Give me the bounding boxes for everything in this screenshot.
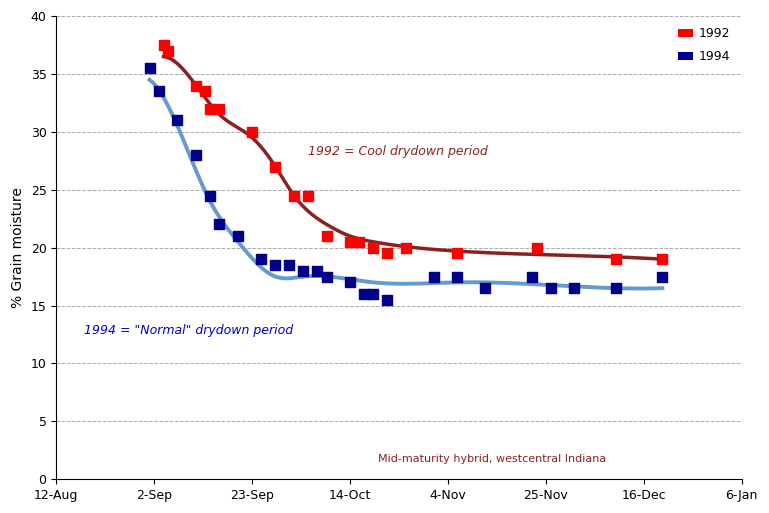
1992	[199, 87, 211, 95]
1992	[381, 249, 394, 258]
1994	[344, 278, 356, 286]
1994	[153, 87, 165, 95]
1994	[526, 272, 538, 281]
1992	[190, 82, 202, 90]
1994	[311, 267, 324, 275]
1994	[321, 272, 333, 281]
1994	[358, 290, 370, 298]
1994	[381, 295, 394, 304]
1992	[451, 249, 464, 258]
1994	[255, 255, 268, 263]
Legend: 1992, 1994: 1992, 1994	[673, 23, 735, 68]
Text: Mid-maturity hybrid, westcentral Indiana: Mid-maturity hybrid, westcentral Indiana	[378, 454, 606, 464]
1994	[367, 290, 379, 298]
1992	[246, 128, 258, 136]
1992	[531, 244, 543, 252]
1994	[204, 191, 216, 200]
1992	[353, 238, 365, 246]
1994	[298, 267, 310, 275]
1994	[269, 261, 281, 269]
1992	[213, 105, 225, 113]
1994	[544, 284, 557, 292]
Text: 1994 = "Normal" drydown period: 1994 = "Normal" drydown period	[85, 324, 293, 338]
1992	[367, 244, 379, 252]
1994	[283, 261, 295, 269]
1994	[213, 221, 225, 229]
1994	[568, 284, 580, 292]
1994	[428, 272, 440, 281]
1992	[162, 47, 175, 55]
1992	[610, 255, 622, 263]
1992	[269, 163, 281, 171]
1992	[321, 232, 333, 240]
1992	[204, 105, 216, 113]
Y-axis label: % Grain moisture: % Grain moisture	[11, 187, 25, 308]
1994	[610, 284, 622, 292]
1994	[171, 116, 184, 125]
1994	[479, 284, 491, 292]
1994	[143, 64, 155, 72]
1994	[656, 272, 668, 281]
1992	[344, 238, 356, 246]
1994	[451, 272, 464, 281]
1992	[302, 191, 315, 200]
1992	[400, 244, 412, 252]
1992	[288, 191, 300, 200]
1994	[190, 151, 202, 159]
1994	[232, 232, 245, 240]
1992	[656, 255, 668, 263]
Text: 1992 = Cool drydown period: 1992 = Cool drydown period	[308, 145, 488, 158]
1992	[158, 41, 170, 49]
